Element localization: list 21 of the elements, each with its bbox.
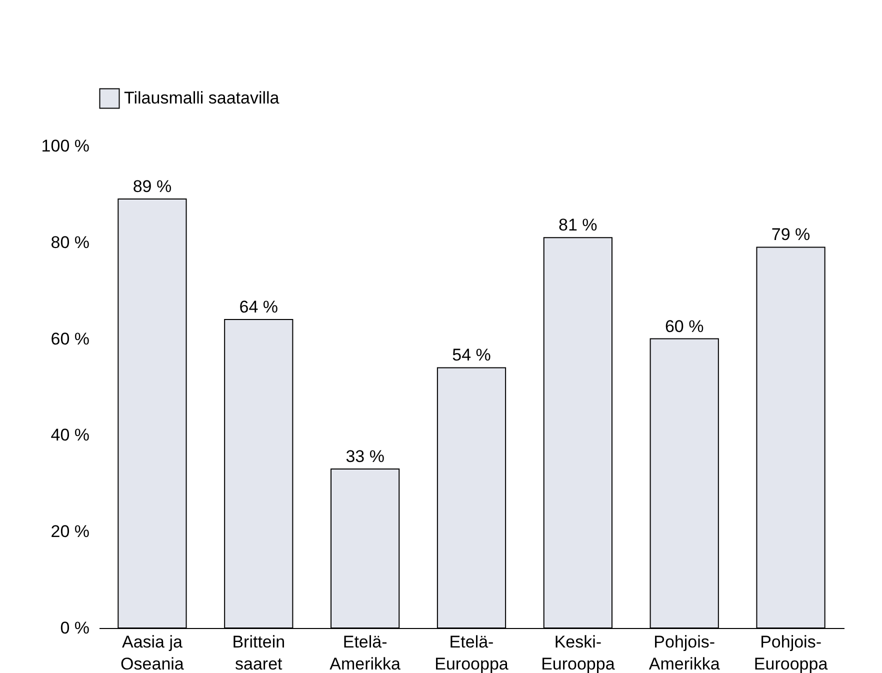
y-tick-label: 100 % — [41, 136, 90, 156]
x-tick-label: Keski-Eurooppa — [541, 632, 616, 673]
x-tick-label: Etelä-Amerikka — [330, 632, 402, 673]
x-tick-label: Aasia ja Oseania — [120, 632, 184, 673]
legend-label: Tilausmalli saatavilla — [124, 88, 280, 108]
data-label: 33 % — [346, 446, 384, 466]
x-tick-label: Pohjois-Amerikka — [648, 632, 720, 673]
x-tick-label: Brittein saaret — [232, 632, 286, 673]
data-label: 89 % — [132, 177, 172, 196]
y-tick-label: 60 % — [50, 329, 90, 348]
y-tick-label: 80 % — [50, 232, 90, 252]
x-tick-label: Pohjois-Eurooppa — [754, 632, 828, 673]
x-tick-label: Etelä-Eurooppa — [434, 632, 509, 673]
data-label: 81 % — [558, 216, 598, 235]
data-label: 64 % — [239, 298, 278, 317]
y-tick-label: 20 % — [50, 522, 90, 542]
data-label: 79 % — [771, 225, 810, 244]
data-label: 60 % — [664, 316, 704, 336]
y-tick-label: 40 % — [50, 426, 90, 445]
data-label: 54 % — [452, 346, 491, 365]
y-tick-label: 0 % — [60, 618, 90, 638]
